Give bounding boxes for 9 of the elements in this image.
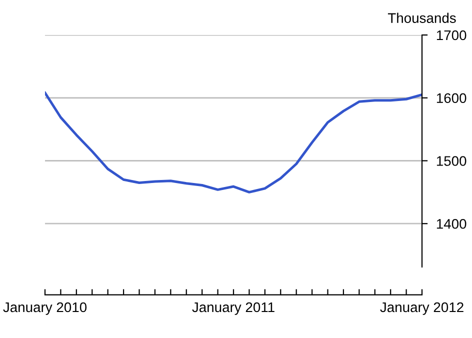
y-axis-title: Thousands (388, 12, 456, 23)
line-series (45, 92, 422, 194)
x-tick-label: January 2011 (192, 302, 274, 315)
y-tick-label: 1400 (436, 218, 466, 229)
y-tick-label: 1600 (436, 93, 466, 104)
y-tick-label: 1700 (436, 30, 466, 40)
y-tick-label: 1500 (436, 156, 466, 166)
x-tick-label: January 2012 (380, 302, 464, 315)
x-tick-label: January 2010 (3, 302, 87, 315)
